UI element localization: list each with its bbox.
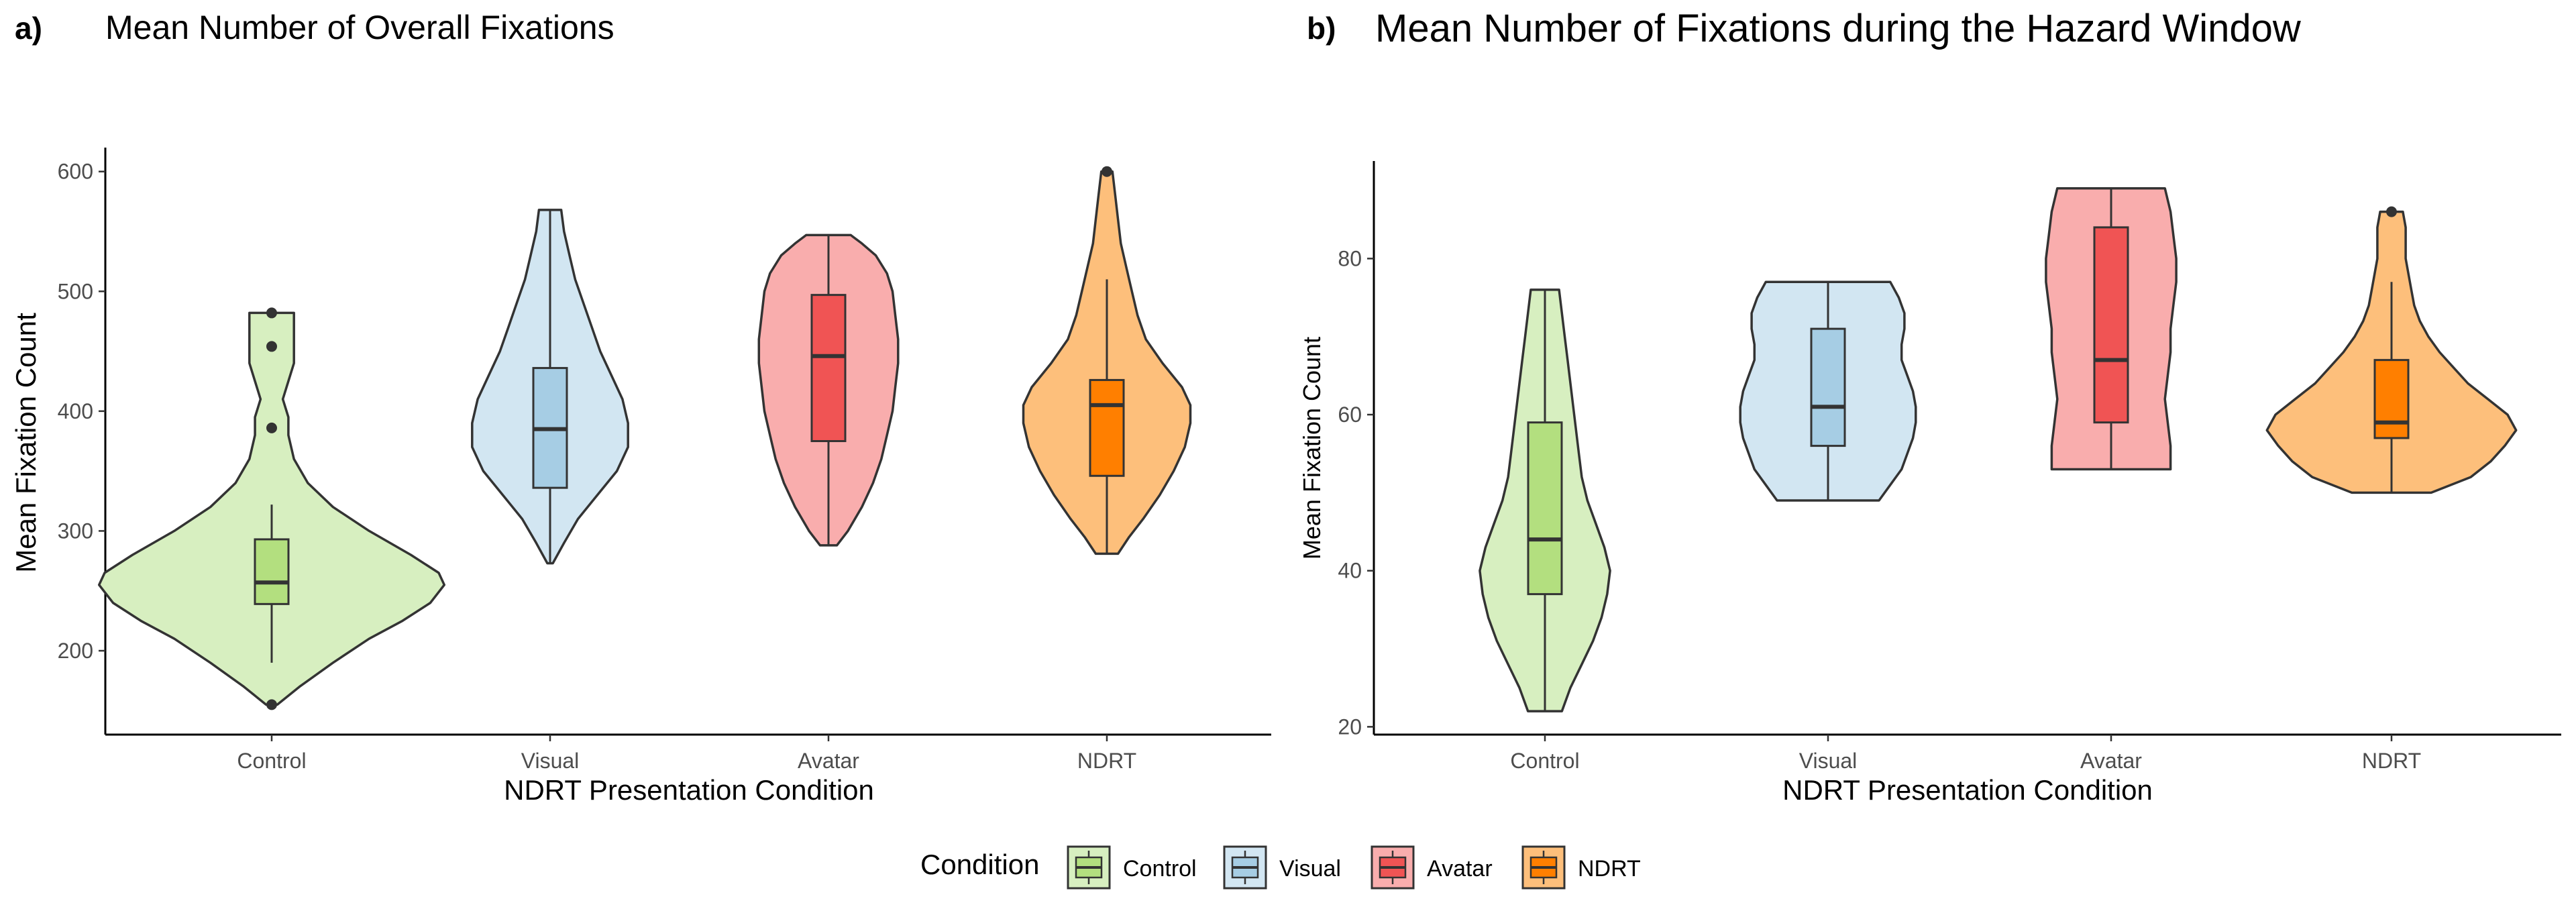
- y-tick-label: 500: [58, 279, 93, 303]
- box-avatar: [2093, 226, 2129, 424]
- panel-a: a) Mean Number of Overall Fixations Mean…: [10, 9, 1271, 806]
- box-ndrt: [2373, 359, 2410, 439]
- legend-items: Control Visual Avatar NDRT: [1067, 845, 1641, 890]
- x-tick-label: Control: [1510, 749, 1579, 773]
- legend: Condition Control Visual Avatar NDRT: [920, 845, 1641, 890]
- legend-title: Condition: [920, 849, 1039, 880]
- legend-label: Visual: [1279, 856, 1341, 882]
- panel-a-xlabel: NDRT Presentation Condition: [504, 774, 874, 806]
- x-tick-label: NDRT: [2362, 749, 2421, 773]
- y-tick-label: 60: [1338, 403, 1362, 427]
- x-tick-label: Visual: [1799, 749, 1858, 773]
- legend-label: NDRT: [1578, 856, 1641, 882]
- legend-item-avatar: Avatar: [1371, 845, 1493, 890]
- panel-a-marks: 200 300 400 500 600 Control Visual Avatar NDRT: [58, 148, 1271, 773]
- y-tick-label: 600: [58, 160, 93, 184]
- panel-b-ylabel: Mean Fixation Count: [1298, 337, 1326, 560]
- x-tick-label: Avatar: [798, 749, 859, 773]
- legend-label: Avatar: [1427, 856, 1493, 882]
- legend-label: Control: [1123, 856, 1197, 882]
- panel-a-label: a): [15, 11, 42, 46]
- panel-b-label: b): [1307, 11, 1336, 46]
- panel-b: b) Mean Number of Fixations during the H…: [1298, 7, 2561, 806]
- outlier-point: [266, 422, 277, 433]
- y-tick-label: 200: [58, 639, 93, 663]
- y-tick-label: 80: [1338, 246, 1362, 270]
- box-control: [254, 538, 290, 605]
- outlier-point: [266, 341, 277, 352]
- box-avatar: [810, 294, 847, 442]
- outlier-point: [266, 699, 277, 710]
- y-tick-label: 20: [1338, 714, 1362, 739]
- outlier-point: [2386, 206, 2397, 217]
- outlier-point: [266, 307, 277, 319]
- y-tick-label: 40: [1338, 559, 1362, 583]
- y-tick-label: 400: [58, 399, 93, 423]
- panel-b-marks: 20 40 60 80 Control Visual Avatar NDRT: [1338, 161, 2561, 773]
- legend-item-control: Control: [1067, 845, 1197, 890]
- x-tick-label: Avatar: [2080, 749, 2142, 773]
- panel-a-title: Mean Number of Overall Fixations: [105, 9, 614, 46]
- legend-item-visual: Visual: [1223, 845, 1341, 890]
- legend-item-ndrt: NDRT: [1521, 845, 1641, 890]
- panel-a-ylabel: Mean Fixation Count: [10, 313, 42, 573]
- box-ndrt: [1089, 378, 1125, 477]
- outlier-point: [1102, 166, 1112, 177]
- box-control: [1527, 421, 1563, 596]
- x-tick-label: NDRT: [1077, 749, 1136, 773]
- x-tick-label: Visual: [521, 749, 580, 773]
- y-tick-label: 300: [58, 519, 93, 543]
- panel-b-xlabel: NDRT Presentation Condition: [1782, 774, 2153, 806]
- box-visual: [1810, 327, 1846, 447]
- panel-b-title: Mean Number of Fixations during the Haza…: [1375, 7, 2302, 50]
- x-tick-label: Control: [237, 749, 306, 773]
